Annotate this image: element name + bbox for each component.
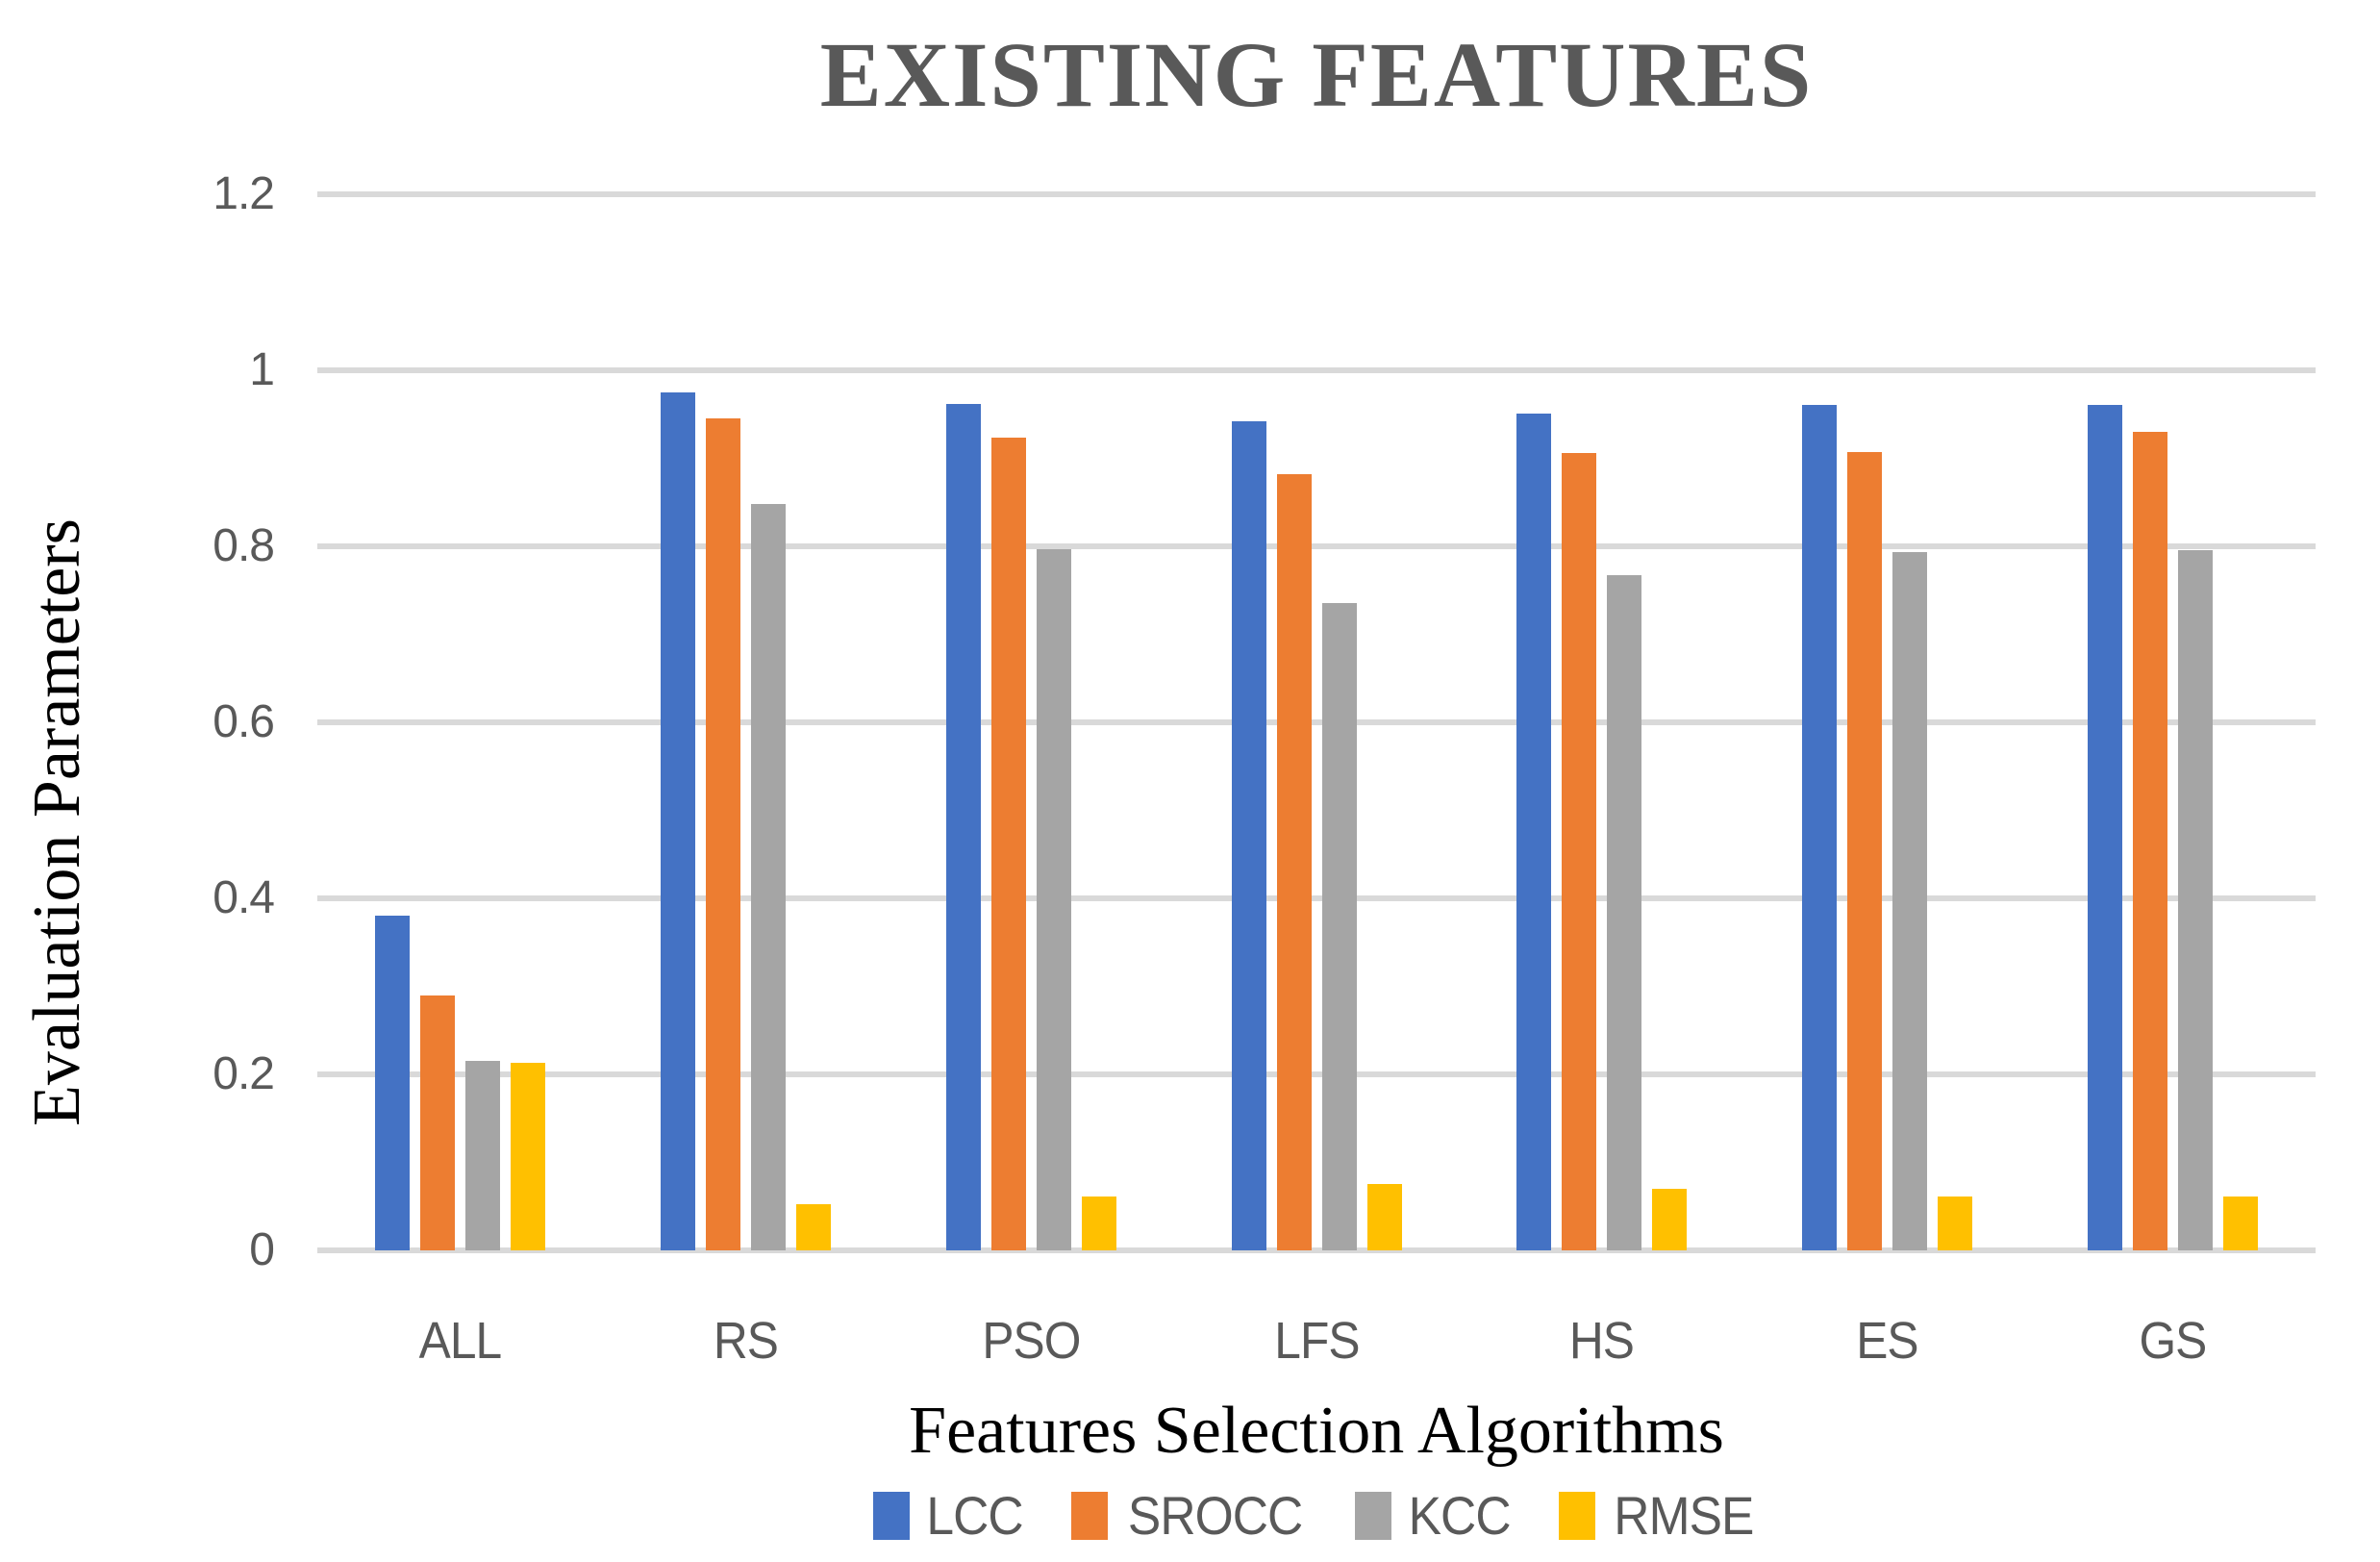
bar-lcc-gs xyxy=(2088,404,2123,1250)
legend-swatch-rmse xyxy=(1558,1491,1595,1540)
y-tick-label-0.2: 0.2 xyxy=(213,1048,275,1099)
bar-lcc-lfs xyxy=(1231,421,1266,1250)
bar-rmse-pso xyxy=(1081,1197,1116,1250)
x-category-label-lfs: LFS xyxy=(1273,1312,1360,1370)
bar-kcc-lfs xyxy=(1321,603,1357,1250)
x-category-label-all: ALL xyxy=(418,1312,503,1370)
legend-label-rmse: RMSE xyxy=(1614,1485,1754,1546)
bar-rmse-all xyxy=(510,1063,545,1250)
bar-lcc-pso xyxy=(945,403,981,1250)
legend-label-srocc: SROCC xyxy=(1128,1485,1303,1546)
bar-lcc-hs xyxy=(1516,413,1552,1250)
bar-kcc-gs xyxy=(2178,549,2214,1250)
bar-srocc-lfs xyxy=(1276,473,1312,1250)
bar-srocc-rs xyxy=(705,418,740,1250)
bar-kcc-pso xyxy=(1036,548,1071,1250)
gridline-y-0.2 xyxy=(317,1071,2316,1077)
x-category-labels: ALL RS PSO LFS HS ES GS xyxy=(317,1310,2316,1387)
y-axis-title-text: Evaluation Parameters xyxy=(20,518,94,1126)
bar-rmse-gs xyxy=(2223,1197,2259,1250)
y-tick-label-0.6: 0.6 xyxy=(213,696,275,747)
legend-swatch-srocc xyxy=(1071,1491,1109,1540)
x-category-label-es: ES xyxy=(1856,1312,1918,1370)
bar-srocc-es xyxy=(1847,452,1883,1250)
legend-label-lcc: LCC xyxy=(926,1485,1024,1546)
gridline-y-0.6 xyxy=(317,719,2316,725)
gridline-y-0.4 xyxy=(317,895,2316,901)
y-tick-label-0.4: 0.4 xyxy=(213,872,275,923)
gridline-y-1.2 xyxy=(317,191,2316,197)
x-category-label-rs: RS xyxy=(713,1312,779,1370)
x-category-label-pso: PSO xyxy=(982,1312,1081,1370)
legend-item-kcc: KCC xyxy=(1354,1484,1515,1547)
bar-rmse-hs xyxy=(1652,1188,1688,1250)
bar-srocc-all xyxy=(419,995,455,1250)
gridline-y-0.8 xyxy=(317,543,2316,549)
legend-label-kcc: KCC xyxy=(1408,1485,1511,1546)
chart-title: EXISTING FEATURES xyxy=(819,23,1814,126)
bar-kcc-hs xyxy=(1607,575,1642,1250)
y-tick-label-1.2: 1.2 xyxy=(213,168,275,219)
bar-kcc-rs xyxy=(750,504,786,1250)
bar-kcc-all xyxy=(464,1061,500,1250)
bar-lcc-es xyxy=(1802,404,1838,1250)
y-tick-labels: 0 0.2 0.4 0.6 0.8 1 1.2 xyxy=(115,168,275,1275)
gridline-y-0 xyxy=(317,1247,2316,1253)
legend-item-rmse: RMSE xyxy=(1558,1484,1760,1547)
legend: LCC SROCC KCC RMSE xyxy=(317,1484,2316,1547)
legend-swatch-kcc xyxy=(1354,1491,1391,1540)
bar-srocc-hs xyxy=(1562,453,1597,1250)
y-tick-label-0.8: 0.8 xyxy=(213,520,275,571)
bar-srocc-pso xyxy=(990,437,1026,1250)
y-tick-label-1: 1 xyxy=(249,344,275,395)
legend-item-lcc: LCC xyxy=(873,1484,1027,1547)
x-category-label-gs: GS xyxy=(2139,1312,2208,1370)
bar-rmse-lfs xyxy=(1366,1184,1402,1250)
bar-lcc-rs xyxy=(660,391,695,1250)
gridline-y-1 xyxy=(317,367,2316,373)
x-axis-title: Features Selection Algorithms xyxy=(909,1394,1724,1468)
bar-srocc-gs xyxy=(2133,432,2168,1250)
y-tick-label-0: 0 xyxy=(249,1224,275,1275)
bar-rmse-rs xyxy=(795,1203,831,1250)
plot-area xyxy=(317,191,2316,1253)
bar-kcc-es xyxy=(1892,551,1928,1250)
x-category-label-hs: HS xyxy=(1569,1312,1635,1370)
bar-rmse-es xyxy=(1938,1197,1973,1250)
bar-lcc-all xyxy=(374,916,410,1250)
legend-item-srocc: SROCC xyxy=(1071,1484,1310,1547)
legend-swatch-lcc xyxy=(873,1491,911,1540)
